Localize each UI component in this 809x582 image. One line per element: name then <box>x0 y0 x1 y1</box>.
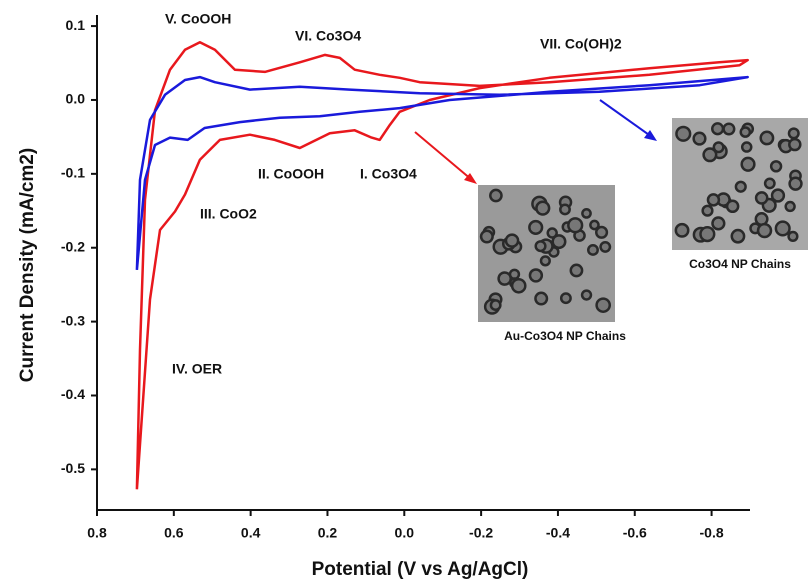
tem-particle <box>569 263 584 278</box>
x-tick-label: 0.4 <box>241 525 261 541</box>
x-axis-label: Potential (V vs Ag/AgCl) <box>312 559 529 580</box>
tem-particle <box>595 297 612 313</box>
arrow-head <box>644 130 657 141</box>
arrow <box>599 99 653 138</box>
tem-particle <box>756 222 773 239</box>
cv-curve <box>135 41 749 490</box>
annotation: VII. Co(OH)2 <box>540 36 622 52</box>
x-tick-label: 0.0 <box>395 525 415 541</box>
x-tick-label: -0.2 <box>469 525 493 541</box>
y-tick-label: 0.1 <box>66 17 86 33</box>
x-tick-label: 0.2 <box>318 525 338 541</box>
tem-particle <box>739 126 752 138</box>
legend-label: Au-Co3O4 NP Chains <box>504 329 626 343</box>
tem-particle <box>581 208 592 219</box>
tem-particle <box>489 188 503 203</box>
tem-particle <box>510 277 527 294</box>
tem-particle <box>740 141 753 153</box>
tem-particle <box>787 127 800 140</box>
tem-particle <box>674 222 690 238</box>
tem-particle <box>711 122 725 136</box>
annotation: III. CoO2 <box>200 206 257 222</box>
x-tick-label: -0.6 <box>623 525 647 541</box>
y-tick-label: -0.5 <box>61 460 85 476</box>
tem-particle <box>546 227 558 239</box>
tem-particle <box>589 219 600 231</box>
annotation: II. CoOOH <box>258 166 324 182</box>
tem-particle <box>539 255 551 267</box>
tem-particle <box>759 130 775 146</box>
tem-particle <box>551 234 567 250</box>
y-tick-label: -0.1 <box>61 165 85 181</box>
tem-particle <box>699 226 716 243</box>
tem-particle <box>722 122 736 136</box>
tem-particle <box>769 160 783 173</box>
tem-particle <box>701 204 714 217</box>
legend-label: Co3O4 NP Chains <box>689 257 791 271</box>
tem-particle <box>580 289 593 301</box>
tem-particle <box>788 137 802 152</box>
annotation: I. Co3O4 <box>360 166 417 182</box>
tem-particle <box>587 243 599 256</box>
tem-particle <box>489 299 502 312</box>
tem-particle <box>559 292 572 305</box>
annotation: VI. Co3O4 <box>295 28 361 44</box>
tem-particle <box>567 217 584 234</box>
tem-particle <box>787 230 799 242</box>
arrow-head <box>464 173 477 184</box>
tem-particle <box>528 219 544 236</box>
y-tick-label: 0.0 <box>66 91 86 107</box>
tem-particle <box>497 271 513 286</box>
y-tick-label: -0.2 <box>61 238 85 254</box>
tem-particle <box>770 188 786 203</box>
tem-particle <box>784 200 796 213</box>
tem-particle <box>535 200 551 216</box>
annotation: IV. OER <box>172 361 222 377</box>
y-axis-label: Current Density (mA/cm2) <box>17 148 38 382</box>
y-tick-label: -0.3 <box>61 312 85 328</box>
tem-particle <box>559 203 571 216</box>
tem-particle <box>675 125 692 142</box>
x-tick-label: 0.8 <box>87 525 107 541</box>
tem-particle <box>534 240 547 253</box>
tem-particle <box>599 240 612 253</box>
x-tick-label: -0.8 <box>700 525 724 541</box>
arrow <box>414 131 473 181</box>
tem-particle <box>702 147 718 163</box>
tem-particle <box>706 193 721 207</box>
tem-particle <box>534 291 549 306</box>
tem-particle <box>479 229 494 244</box>
tem-particle <box>528 268 544 283</box>
tem-particle <box>711 216 726 231</box>
x-tick-label: -0.4 <box>546 525 570 541</box>
y-tick-label: -0.4 <box>61 386 85 402</box>
tem-particle <box>712 141 725 154</box>
tem-particle <box>740 156 756 172</box>
tem-particle <box>504 233 520 248</box>
tem-particle <box>774 220 791 237</box>
tem-particle <box>788 176 803 191</box>
tem-particle <box>692 131 707 146</box>
tem-particle <box>754 191 769 205</box>
tem-particle <box>763 177 776 190</box>
tem-particle <box>734 180 747 193</box>
x-tick-label: 0.6 <box>164 525 184 541</box>
tem-particle <box>595 225 609 239</box>
tem-particle <box>730 228 746 244</box>
cv-curve <box>135 75 749 271</box>
tem-particle <box>725 199 740 214</box>
annotation: V. CoOOH <box>165 11 231 27</box>
